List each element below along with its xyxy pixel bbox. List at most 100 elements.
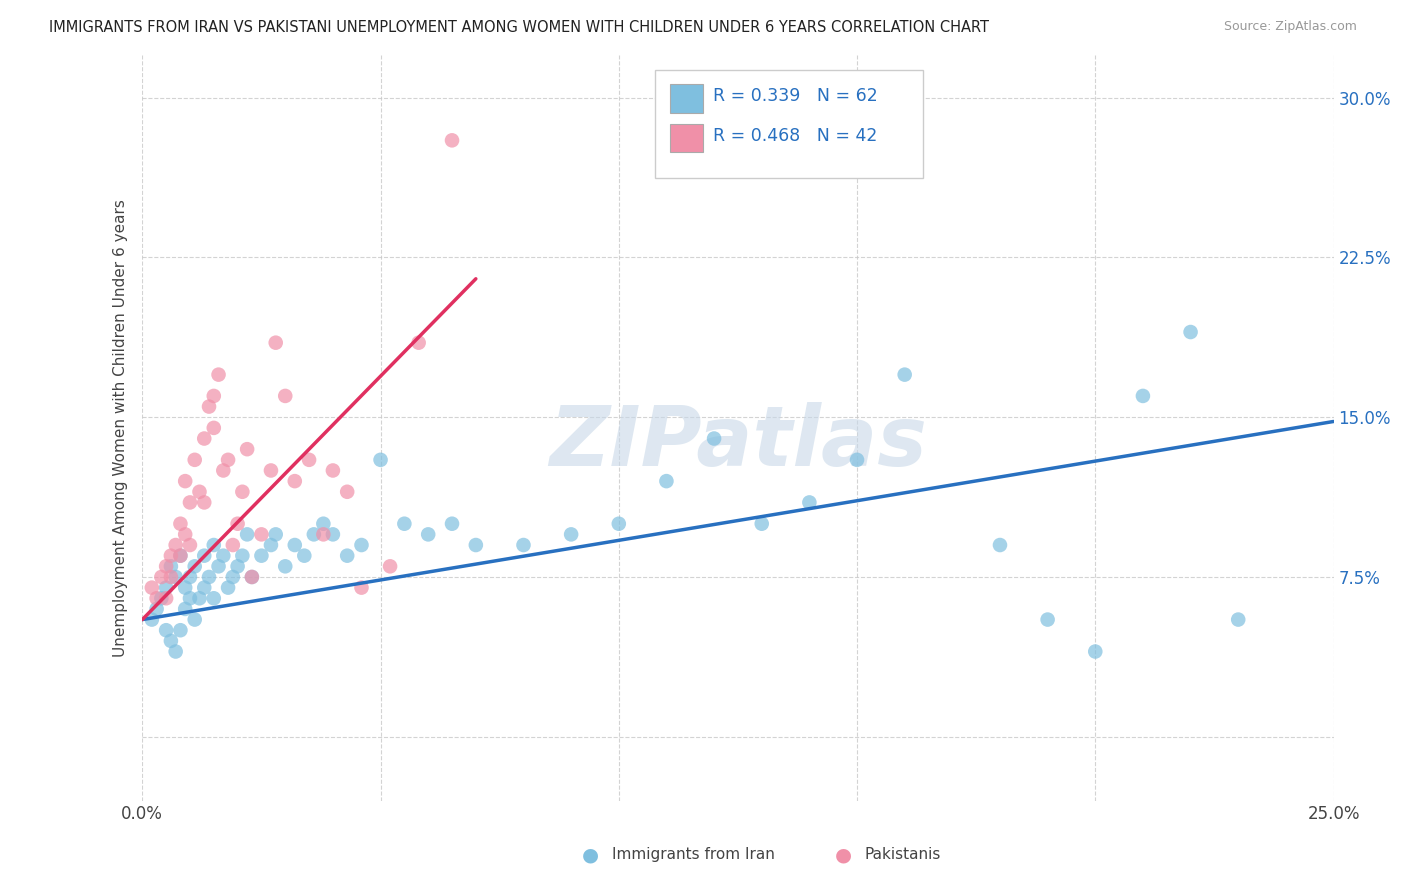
Point bbox=[174, 602, 197, 616]
Point bbox=[336, 549, 359, 563]
Point bbox=[250, 549, 273, 563]
Point bbox=[408, 335, 430, 350]
Point bbox=[284, 474, 307, 488]
Point bbox=[322, 463, 344, 477]
Point bbox=[207, 559, 229, 574]
Point bbox=[174, 474, 197, 488]
Point bbox=[141, 613, 163, 627]
Point bbox=[217, 453, 239, 467]
Point bbox=[350, 538, 373, 552]
Point bbox=[155, 591, 177, 606]
Point bbox=[198, 400, 221, 414]
Point bbox=[150, 591, 173, 606]
Point bbox=[1180, 325, 1202, 339]
Point bbox=[174, 581, 197, 595]
Point bbox=[226, 559, 249, 574]
Text: IMMIGRANTS FROM IRAN VS PAKISTANI UNEMPLOYMENT AMONG WOMEN WITH CHILDREN UNDER 6: IMMIGRANTS FROM IRAN VS PAKISTANI UNEMPL… bbox=[49, 20, 990, 35]
Point bbox=[274, 389, 297, 403]
Point bbox=[222, 570, 245, 584]
Y-axis label: Unemployment Among Women with Children Under 6 years: Unemployment Among Women with Children U… bbox=[114, 199, 128, 657]
Point bbox=[183, 453, 205, 467]
Point bbox=[165, 644, 187, 658]
Point bbox=[188, 591, 211, 606]
Point bbox=[751, 516, 773, 531]
Point bbox=[312, 516, 335, 531]
Point bbox=[179, 591, 201, 606]
Point bbox=[893, 368, 915, 382]
Point bbox=[160, 570, 183, 584]
Point bbox=[512, 538, 534, 552]
FancyBboxPatch shape bbox=[671, 84, 703, 112]
Text: R = 0.339   N = 62: R = 0.339 N = 62 bbox=[713, 87, 877, 105]
Point bbox=[394, 516, 416, 531]
Point bbox=[231, 549, 253, 563]
Point bbox=[260, 538, 283, 552]
Point bbox=[264, 527, 287, 541]
Point bbox=[169, 516, 191, 531]
Point bbox=[160, 559, 183, 574]
Point bbox=[193, 495, 215, 509]
FancyBboxPatch shape bbox=[655, 70, 922, 178]
Point bbox=[464, 538, 486, 552]
Text: Pakistanis: Pakistanis bbox=[865, 847, 941, 862]
Point bbox=[145, 591, 167, 606]
Point bbox=[169, 549, 191, 563]
Point bbox=[193, 549, 215, 563]
Point bbox=[292, 549, 315, 563]
Point bbox=[1132, 389, 1154, 403]
Point bbox=[274, 559, 297, 574]
Point bbox=[298, 453, 321, 467]
Point bbox=[174, 527, 197, 541]
Point bbox=[260, 463, 283, 477]
Point bbox=[440, 516, 463, 531]
Point bbox=[188, 484, 211, 499]
Point bbox=[202, 538, 225, 552]
Text: Immigrants from Iran: Immigrants from Iran bbox=[612, 847, 775, 862]
Point bbox=[655, 474, 678, 488]
Point bbox=[607, 516, 630, 531]
Point bbox=[370, 453, 392, 467]
Point bbox=[1036, 613, 1059, 627]
Point bbox=[150, 570, 173, 584]
Point bbox=[193, 581, 215, 595]
Point bbox=[145, 602, 167, 616]
Point bbox=[165, 538, 187, 552]
Point bbox=[418, 527, 440, 541]
Point bbox=[179, 538, 201, 552]
Point bbox=[312, 527, 335, 541]
Point bbox=[703, 432, 725, 446]
Point bbox=[440, 133, 463, 147]
Point bbox=[302, 527, 325, 541]
Point bbox=[155, 581, 177, 595]
Point bbox=[155, 559, 177, 574]
Point bbox=[183, 559, 205, 574]
Point bbox=[1227, 613, 1250, 627]
Point bbox=[141, 581, 163, 595]
Point bbox=[231, 484, 253, 499]
Point bbox=[193, 432, 215, 446]
Point bbox=[1084, 644, 1107, 658]
Point bbox=[179, 495, 201, 509]
Point bbox=[222, 538, 245, 552]
Point bbox=[988, 538, 1011, 552]
Point bbox=[350, 581, 373, 595]
Text: R = 0.468   N = 42: R = 0.468 N = 42 bbox=[713, 127, 877, 145]
Text: ZIPatlas: ZIPatlas bbox=[548, 402, 927, 483]
Point bbox=[284, 538, 307, 552]
Point bbox=[336, 484, 359, 499]
Point bbox=[179, 570, 201, 584]
Point bbox=[799, 495, 821, 509]
Text: ●: ● bbox=[582, 845, 599, 864]
Point bbox=[169, 549, 191, 563]
Point bbox=[378, 559, 401, 574]
Point bbox=[226, 516, 249, 531]
Point bbox=[155, 624, 177, 638]
Point bbox=[160, 633, 183, 648]
Point bbox=[240, 570, 263, 584]
Point bbox=[264, 335, 287, 350]
Point bbox=[202, 421, 225, 435]
Point bbox=[560, 527, 582, 541]
Point bbox=[202, 389, 225, 403]
Point bbox=[183, 613, 205, 627]
Point bbox=[236, 442, 259, 457]
